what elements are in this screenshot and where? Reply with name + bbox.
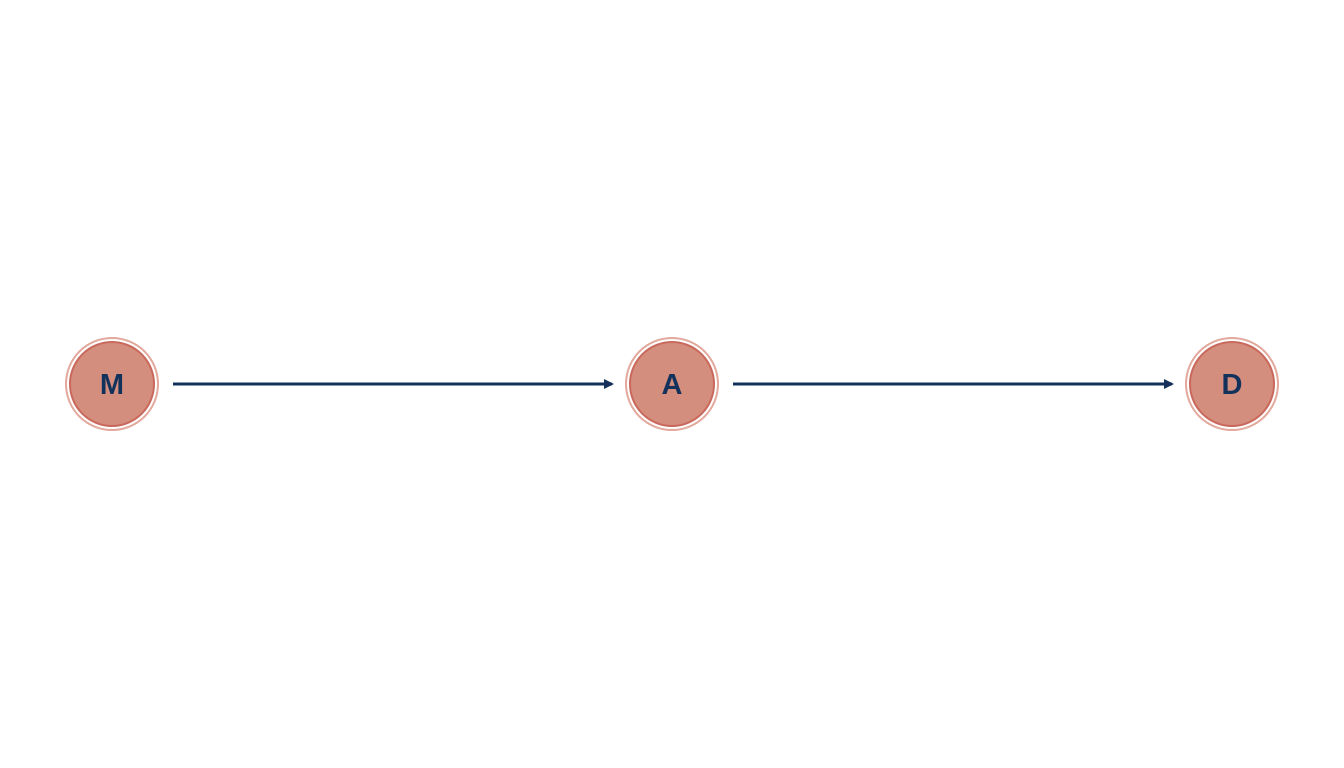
node-a-circle bbox=[629, 341, 715, 427]
node-m-label: M bbox=[100, 369, 124, 401]
node-m: M bbox=[65, 337, 159, 431]
node-d: D bbox=[1185, 337, 1279, 431]
node-m-circle bbox=[69, 341, 155, 427]
node-d-label: D bbox=[1222, 369, 1243, 401]
node-a-label: A bbox=[662, 369, 683, 401]
node-a: A bbox=[625, 337, 719, 431]
node-d-circle bbox=[1189, 341, 1275, 427]
